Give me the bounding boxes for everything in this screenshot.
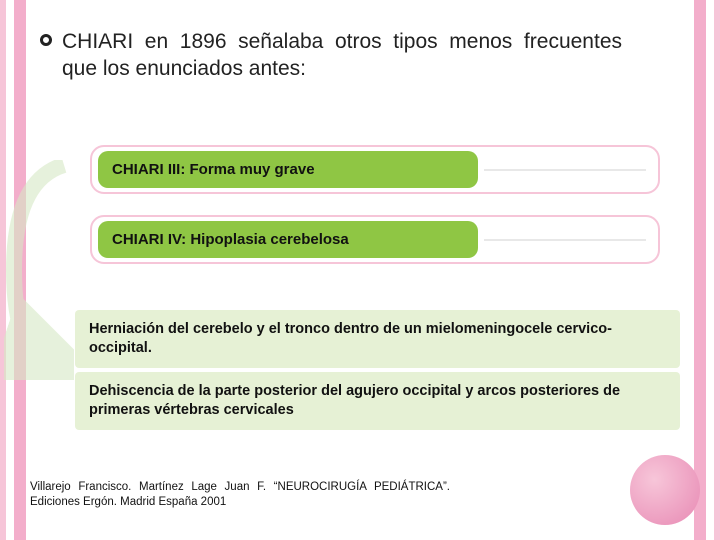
pill-divider-1	[484, 169, 646, 171]
headline-row: CHIARI en 1896 señalaba otros tipos meno…	[40, 28, 680, 83]
pill-label-1: CHIARI III: Forma muy grave	[98, 151, 478, 188]
decor-corner-circle	[630, 455, 700, 525]
headline-text: CHIARI en 1896 señalaba otros tipos meno…	[62, 28, 622, 83]
pill-outer-2: CHIARI IV: Hipoplasia cerebelosa	[90, 215, 660, 264]
bullet-icon	[40, 34, 52, 46]
decor-stripe-right-inner	[694, 0, 706, 540]
main-content: CHIARI en 1896 señalaba otros tipos meno…	[40, 28, 680, 83]
pill-container-1: CHIARI III: Forma muy grave	[90, 145, 660, 194]
pill-divider-2	[484, 239, 646, 241]
pill-container-2: CHIARI IV: Hipoplasia cerebelosa	[90, 215, 660, 264]
decor-stripe-right-outer	[714, 0, 720, 540]
pill-label-2: CHIARI IV: Hipoplasia cerebelosa	[98, 221, 478, 258]
description-box-2: Dehiscencia de la parte posterior del ag…	[75, 372, 680, 430]
citation-text: Villarejo Francisco. Martínez Lage Juan …	[30, 480, 450, 510]
pill-outer-1: CHIARI III: Forma muy grave	[90, 145, 660, 194]
description-box-1: Herniación del cerebelo y el tronco dent…	[75, 310, 680, 368]
curved-arrow-icon	[4, 160, 74, 380]
